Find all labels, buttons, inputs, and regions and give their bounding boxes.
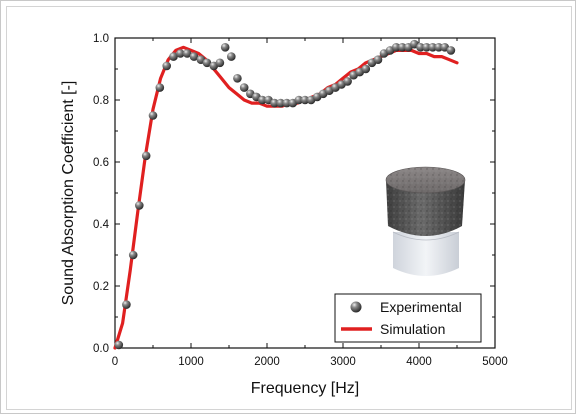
experimental-point: [276, 98, 286, 108]
experimental-point: [135, 201, 144, 210]
experimental-point: [148, 111, 158, 120]
experimental-point: [155, 83, 165, 92]
y-tick-label: 0.0: [93, 343, 109, 355]
experimental-point: [294, 95, 304, 105]
experimental-point: [391, 43, 401, 52]
experimental-point: [162, 61, 171, 71]
x-tick-label: 4000: [406, 356, 432, 368]
experimental-point: [202, 58, 212, 68]
experimental-point: [373, 55, 383, 64]
experimental-point: [434, 43, 444, 52]
experimental-point: [233, 74, 242, 83]
experimental-point: [122, 300, 131, 309]
experimental-series: [114, 39, 456, 350]
experimental-point: [227, 52, 236, 61]
y-tick-label: 0.6: [93, 157, 109, 169]
y-tick-label: 0.8: [93, 95, 109, 107]
x-tick-label: 2000: [254, 356, 280, 368]
experimental-point: [258, 95, 267, 105]
experimental-point: [446, 46, 456, 55]
axis-ticks: [114, 37, 496, 349]
experimental-point: [176, 49, 185, 58]
experimental-point: [343, 77, 352, 86]
experimental-point: [270, 98, 279, 108]
x-axis-title: Frequency [Hz]: [251, 380, 359, 397]
legend-box: [334, 293, 482, 343]
experimental-point: [428, 43, 438, 52]
legend-experimental-label: Experimental: [380, 299, 462, 315]
y-tick-labels: 0.0 0.2 0.4 0.6 0.8 1.0: [93, 33, 110, 355]
sample-base: [393, 232, 459, 276]
experimental-point: [416, 43, 425, 52]
experimental-point: [189, 52, 199, 61]
experimental-point: [220, 43, 230, 52]
legend: Experimental Simulation: [334, 293, 482, 343]
y-tick-label: 0.2: [93, 281, 109, 293]
legend-experimental-marker: [350, 301, 362, 313]
x-tick-label: 5000: [482, 356, 508, 368]
foam-sample-photo-icon: [385, 166, 466, 276]
experimental-point: [361, 64, 371, 74]
x-tick-labels: 0 1000 2000 3000 4000 5000: [112, 356, 508, 368]
experimental-point: [128, 250, 138, 260]
experimental-point: [422, 43, 431, 52]
experimental-point: [114, 340, 124, 350]
legend-simulation-label: Simulation: [380, 321, 445, 337]
experimental-point: [215, 58, 225, 68]
experimental-point: [239, 83, 249, 92]
x-tick-label: 0: [112, 356, 118, 368]
experimental-point: [169, 52, 178, 61]
y-axis-title: Sound Absorption Coefficient [-]: [60, 81, 77, 306]
figure-inner-frame: [6, 6, 572, 410]
x-tick-label: 3000: [330, 356, 356, 368]
experimental-point: [300, 95, 310, 105]
experimental-point: [141, 151, 151, 161]
x-tick-label: 1000: [178, 356, 204, 368]
y-tick-label: 0.4: [93, 219, 110, 231]
experimental-point: [282, 98, 292, 108]
experimental-point: [182, 49, 192, 58]
y-tick-label: 1.0: [93, 33, 109, 45]
experimental-point: [398, 43, 407, 52]
